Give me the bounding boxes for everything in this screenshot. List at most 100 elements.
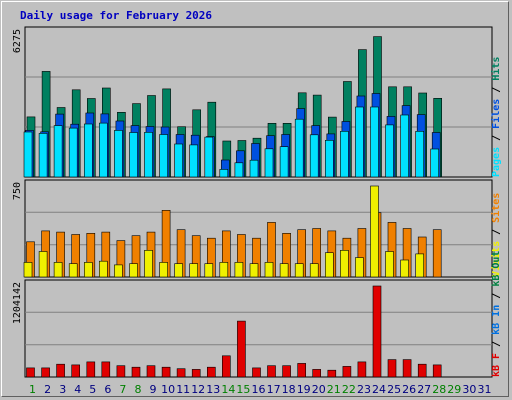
x-tick-day-19: 19 <box>297 383 311 396</box>
x-tick-day-23: 23 <box>357 383 371 396</box>
bar-visits-day-13 <box>204 263 214 278</box>
bar-visits-day-19 <box>294 263 304 278</box>
bar-pages-day-17 <box>264 148 274 178</box>
bar-visits-day-5 <box>84 262 93 278</box>
bar-pages-day-16 <box>249 159 259 178</box>
legend-entry: Pages <box>491 147 502 177</box>
x-tick-day-18: 18 <box>282 383 296 396</box>
bar-pages-day-3 <box>53 125 63 178</box>
x-tick-day-16: 16 <box>252 383 266 396</box>
bar-sites-day-28 <box>432 229 442 278</box>
bar-visits-day-20 <box>309 263 319 278</box>
bar-visits-day-7 <box>114 264 123 278</box>
bar-pages-day-21 <box>324 140 334 178</box>
x-tick-day-27: 27 <box>417 383 431 396</box>
ymax-label-top: 6275 <box>12 29 23 53</box>
bar-pages-day-12 <box>189 144 198 178</box>
legend-entry: / <box>491 287 502 305</box>
legend-entry: / <box>491 81 502 99</box>
plot-area-bottom <box>24 279 493 378</box>
bar-visits-day-27 <box>415 253 425 278</box>
bar-visits-day-10 <box>159 262 168 278</box>
bar-kb-f-day-12 <box>191 369 201 378</box>
x-tick-day-8: 8 <box>135 383 142 396</box>
bar-kb-f-day-2 <box>41 367 50 378</box>
bar-kb-f-day-7 <box>116 365 126 378</box>
bar-kb-f-day-6 <box>101 361 111 378</box>
x-tick-day-10: 10 <box>161 383 175 396</box>
bar-pages-day-24 <box>370 106 379 178</box>
bar-pages-day-14 <box>219 169 229 178</box>
chart-title: Daily usage for February 2026 <box>20 9 212 22</box>
legend-middle: Visits / Sites <box>490 193 502 277</box>
panel-middle: 750 <box>12 179 493 278</box>
legend-entry: Hits <box>490 57 502 81</box>
legend-entry: Sites <box>490 193 502 223</box>
legend-entry: kB F <box>491 353 502 377</box>
bar-pages-day-7 <box>114 130 123 178</box>
x-tick-day-29: 29 <box>447 383 461 396</box>
bar-visits-day-9 <box>144 250 153 278</box>
x-tick-day-6: 6 <box>104 383 111 396</box>
bar-visits-day-16 <box>249 263 259 278</box>
x-tick-day-24: 24 <box>372 383 386 396</box>
x-tick-day-28: 28 <box>432 383 446 396</box>
legend-entry: kB Out <box>491 251 502 287</box>
bar-kb-f-day-27 <box>417 363 427 378</box>
bar-pages-day-26 <box>400 114 409 178</box>
bar-kb-f-day-11 <box>176 368 186 378</box>
legend-entry: / <box>491 129 502 147</box>
x-tick-day-5: 5 <box>89 383 96 396</box>
bar-pages-day-25 <box>385 124 394 178</box>
bar-visits-day-26 <box>400 259 409 278</box>
bar-kb-f-day-28 <box>432 364 442 378</box>
bar-kb-f-day-24 <box>372 285 382 378</box>
bar-visits-day-21 <box>324 252 334 278</box>
x-tick-day-11: 11 <box>176 383 190 396</box>
x-tick-day-14: 14 <box>221 383 235 396</box>
bar-pages-day-13 <box>204 136 214 178</box>
x-tick-day-15: 15 <box>236 383 250 396</box>
legend-entry: kB In <box>491 305 502 335</box>
bar-kb-f-day-16 <box>252 367 261 378</box>
bar-visits-day-3 <box>53 262 63 278</box>
x-tick-day-1: 1 <box>29 383 36 396</box>
bar-pages-day-22 <box>340 131 349 178</box>
bar-visits-day-1 <box>23 262 33 278</box>
legend-entry: / <box>491 335 502 353</box>
bar-kb-f-day-5 <box>86 361 96 378</box>
bar-visits-day-22 <box>340 250 349 278</box>
bar-pages-day-9 <box>144 132 153 178</box>
bar-pages-day-10 <box>159 134 168 178</box>
bar-visits-day-15 <box>234 262 244 278</box>
bar-kb-f-day-18 <box>282 365 291 378</box>
bar-visits-day-2 <box>38 251 48 278</box>
ymax-label-bottom: 1204142 <box>12 282 23 324</box>
bar-kb-f-day-17 <box>267 365 276 378</box>
bar-visits-day-4 <box>68 263 78 278</box>
bar-kb-f-day-15 <box>237 320 246 378</box>
bar-pages-day-11 <box>174 143 183 178</box>
bar-kb-f-day-8 <box>131 366 141 378</box>
bar-kb-f-day-9 <box>146 365 156 378</box>
bar-visits-day-11 <box>174 263 183 278</box>
bar-kb-f-day-13 <box>207 366 216 378</box>
bar-kb-f-day-20 <box>312 369 322 378</box>
legend-entry: / <box>491 223 502 241</box>
x-tick-day-21: 21 <box>327 383 341 396</box>
ymax-label-middle: 750 <box>12 182 23 200</box>
x-tick-day-3: 3 <box>59 383 66 396</box>
x-tick-day-2: 2 <box>44 383 51 396</box>
bar-visits-day-12 <box>189 263 198 278</box>
bar-kb-f-day-1 <box>26 367 35 378</box>
bar-kb-f-day-25 <box>387 359 397 378</box>
bar-visits-day-23 <box>355 257 364 278</box>
bar-visits-day-6 <box>99 260 108 278</box>
legend-entry: Visits <box>490 241 502 277</box>
bar-pages-day-1 <box>23 131 33 178</box>
x-tick-day-25: 25 <box>387 383 401 396</box>
bar-visits-day-24 <box>370 185 379 278</box>
bar-kb-f-day-14 <box>222 355 231 378</box>
